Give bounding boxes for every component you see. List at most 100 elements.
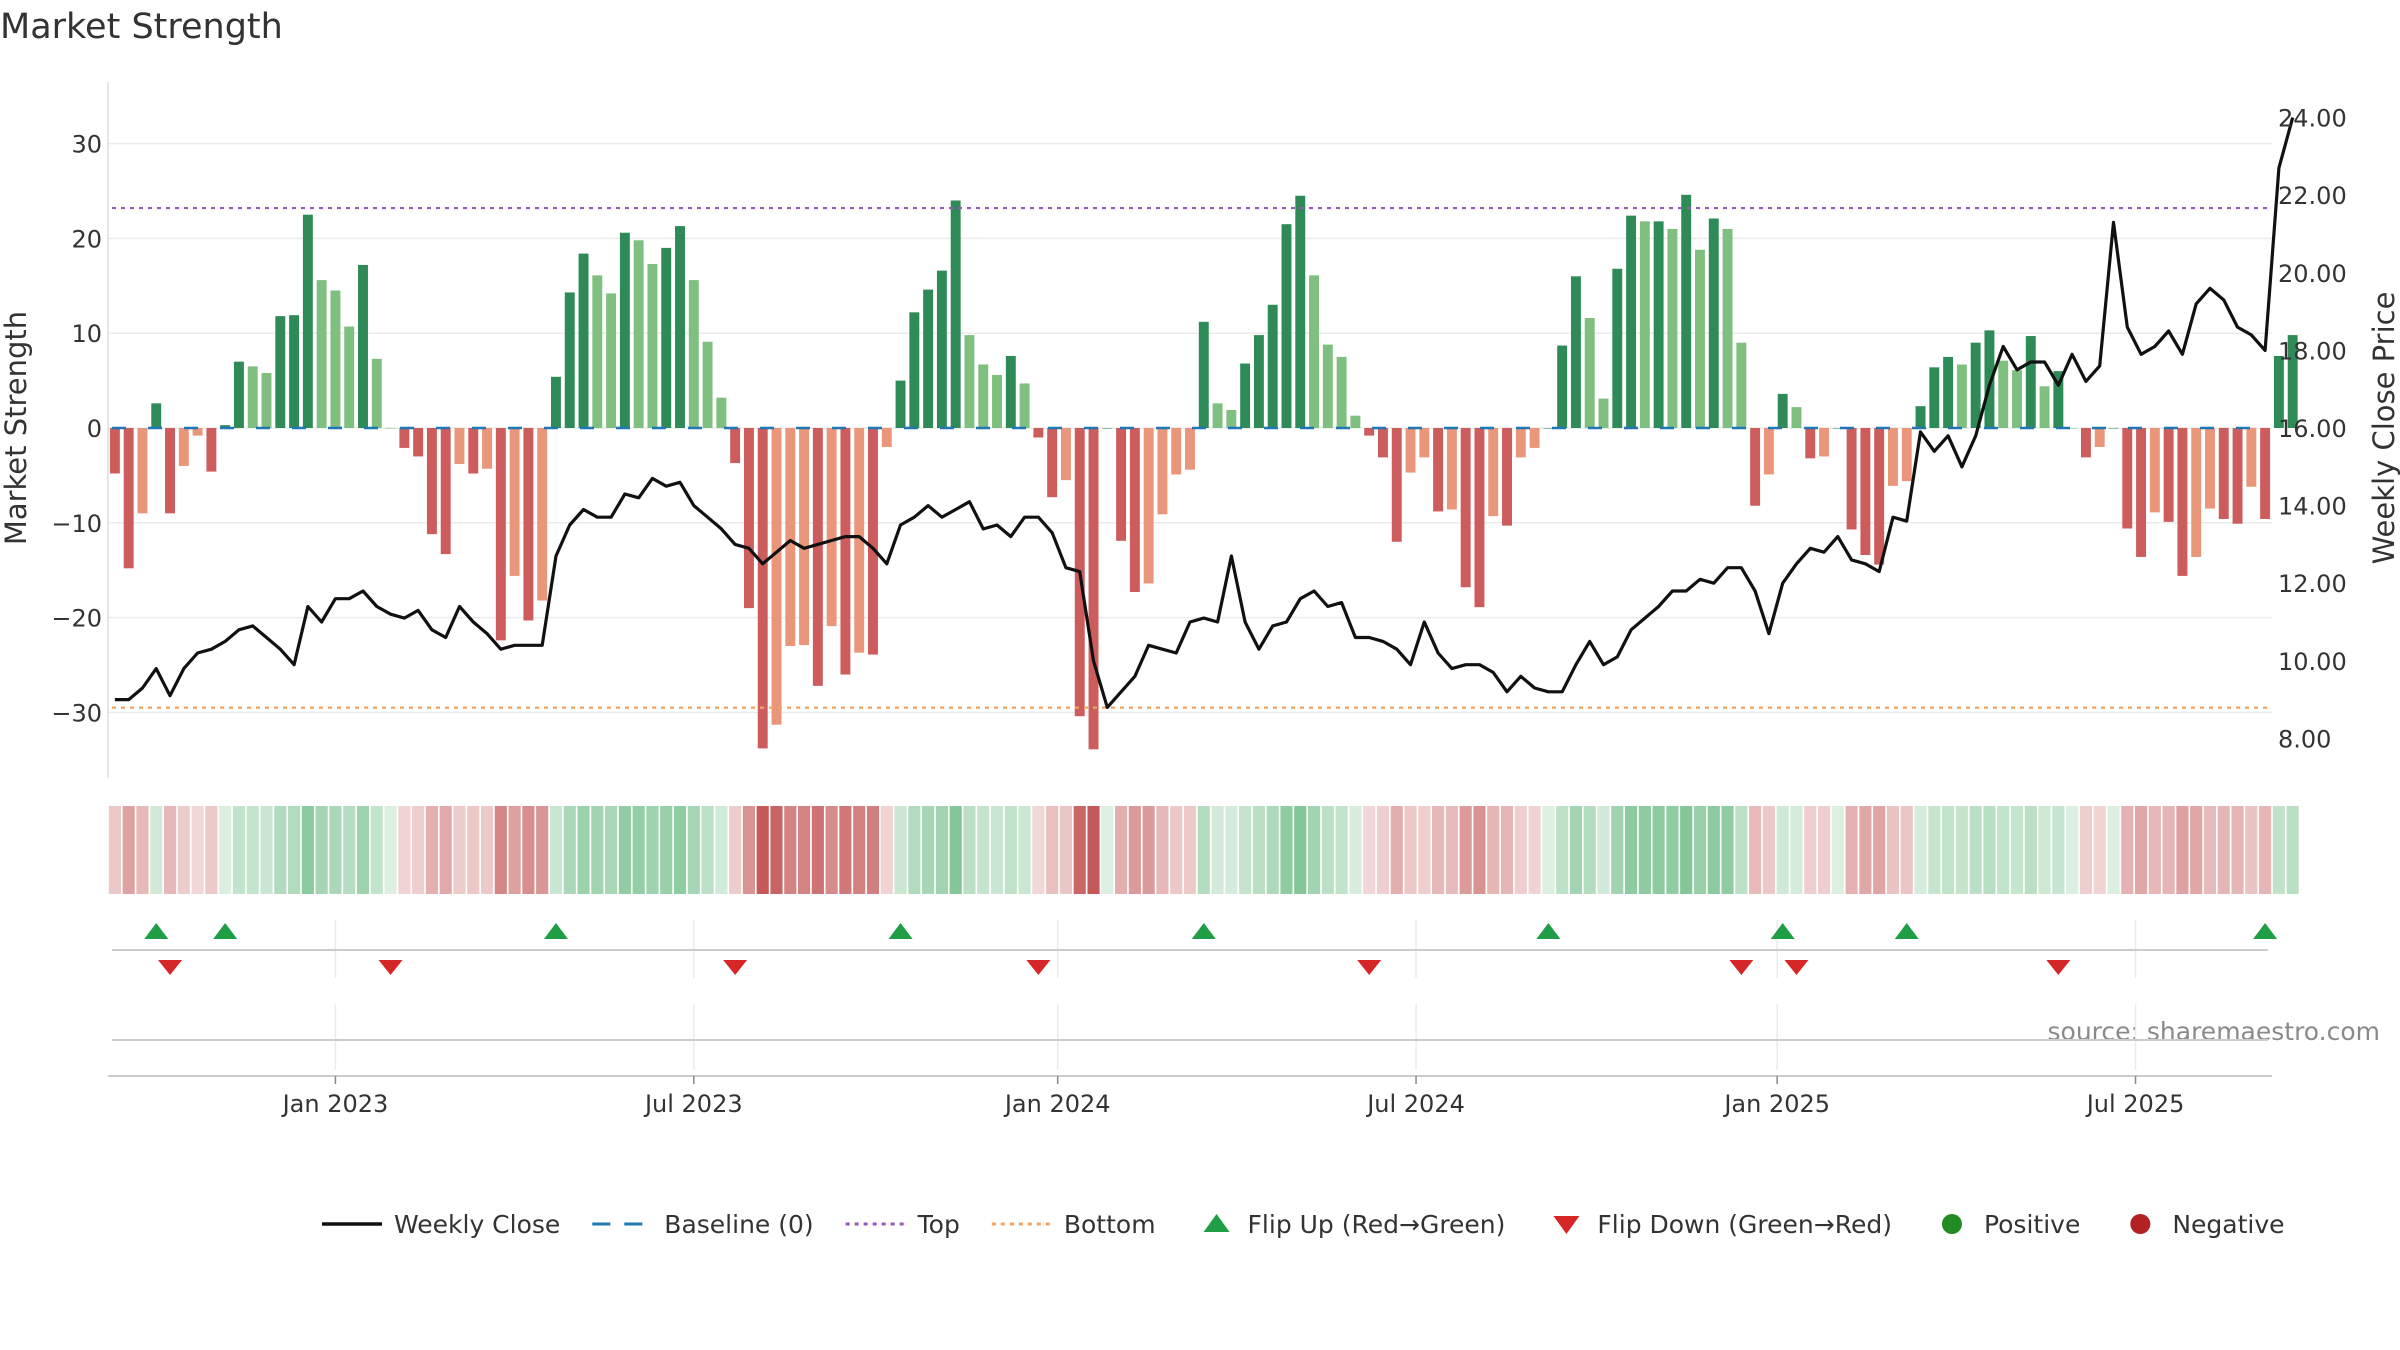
- strength-bar: [495, 428, 506, 641]
- strip-cell: [673, 806, 687, 894]
- strength-bar: [578, 253, 589, 428]
- strength-bar: [785, 428, 796, 647]
- strip-cell: [163, 806, 177, 894]
- strength-bar: [2149, 428, 2160, 513]
- strip-cell: [2203, 806, 2217, 894]
- strip-cell: [1693, 806, 1707, 894]
- strength-bar: [482, 428, 493, 469]
- strip-cell: [522, 806, 535, 894]
- strength-bar: [123, 428, 134, 569]
- strength-bar: [220, 425, 231, 428]
- strip-cell: [1556, 806, 1569, 894]
- strip-cell: [701, 806, 714, 894]
- strip-cell: [1873, 806, 1886, 894]
- strength-bar: [812, 428, 823, 686]
- strength-bar: [1929, 367, 1940, 428]
- strip-cell: [2010, 806, 2024, 894]
- x-tick-label: Jan 2025: [1722, 1090, 1830, 1118]
- flip-down-marker: [158, 960, 183, 975]
- x-tick-label: Jan 2024: [1003, 1090, 1111, 1118]
- strength-bar: [868, 428, 878, 655]
- strength-bar: [440, 428, 451, 555]
- legend-item: Negative: [2130, 1210, 2285, 1239]
- strip-cell: [618, 806, 631, 894]
- strength-bar: [1639, 221, 1650, 428]
- strength-bar: [1198, 321, 1209, 428]
- strip-cell: [715, 806, 728, 894]
- strip-cell: [356, 806, 370, 894]
- strength-bar: [2039, 386, 2050, 428]
- strength-bar: [2094, 428, 2105, 447]
- strip-cell: [150, 806, 163, 894]
- y-tick-label: −10: [51, 510, 102, 538]
- strength-bar: [992, 374, 1002, 428]
- strength-bar: [206, 428, 217, 472]
- strength-bar: [1653, 221, 1664, 428]
- strength-bar: [771, 428, 782, 725]
- strip-cell: [508, 806, 521, 894]
- strip-cell: [2038, 806, 2051, 894]
- strip-cell: [2217, 806, 2230, 894]
- strength-bar: [1267, 304, 1278, 428]
- strip-cell: [811, 806, 824, 894]
- strength-bar: [1846, 428, 1857, 530]
- strip-cell: [1101, 806, 1114, 894]
- strength-bar: [413, 428, 424, 457]
- y2-tick-label: 16.00: [2278, 415, 2347, 443]
- strength-bar: [647, 263, 658, 428]
- strip-cell: [2093, 806, 2106, 894]
- strength-bar: [1695, 249, 1705, 428]
- strength-bar: [1970, 342, 1981, 428]
- strip-cell: [2079, 806, 2092, 894]
- strength-bar: [1736, 342, 1747, 428]
- strength-bar: [978, 364, 989, 428]
- strip-cell: [2134, 806, 2148, 894]
- strength-bar: [619, 232, 630, 428]
- y2-tick-label: 8.00: [2278, 725, 2331, 753]
- strip-cell: [232, 806, 246, 894]
- strip-cell: [1197, 806, 1210, 894]
- strength-bar: [564, 292, 575, 428]
- y2-tick-label: 20.00: [2278, 260, 2347, 288]
- strength-bar: [1998, 360, 2009, 428]
- strip-cell: [301, 806, 314, 894]
- strength-bar: [1915, 406, 1926, 428]
- legend-item: Positive: [1941, 1210, 2080, 1239]
- strip-cell: [1831, 806, 1844, 894]
- strip-cell: [1073, 806, 1086, 894]
- strip-cell: [1473, 806, 1486, 894]
- strip-cell: [480, 806, 494, 894]
- strip-cell: [1721, 806, 1734, 894]
- strength-bar: [1281, 224, 1292, 428]
- strip-cell: [108, 806, 121, 894]
- strip-cell: [1749, 806, 1762, 894]
- strength-bar: [1143, 428, 1154, 584]
- legend-label: Positive: [1984, 1210, 2080, 1239]
- strength-bar: [1860, 428, 1871, 556]
- strip-cell: [1115, 806, 1128, 894]
- grid-lines: [107, 82, 2272, 1070]
- strip-cell: [1046, 806, 1059, 894]
- strip-cell: [1928, 806, 1941, 894]
- strip-cell: [219, 806, 232, 894]
- flip-down-marker: [1026, 960, 1051, 975]
- strip-cell: [2231, 806, 2244, 894]
- y-tick-label: 20: [71, 225, 102, 253]
- strip-cell: [467, 806, 480, 894]
- legend-item: Weekly Close: [322, 1210, 560, 1239]
- strip-cell: [2052, 806, 2065, 894]
- strength-bar: [757, 428, 768, 749]
- y2-tick-label: 10.00: [2278, 648, 2347, 676]
- strip-cell: [1859, 806, 1872, 894]
- strength-bar: [1832, 428, 1843, 429]
- strength-bar: [1722, 228, 1733, 428]
- strength-bar: [2205, 428, 2215, 509]
- strip-cell: [1349, 806, 1362, 894]
- strength-bar: [1584, 318, 1595, 428]
- strip-cell: [2176, 806, 2189, 894]
- legend-label: Baseline (0): [664, 1210, 813, 1239]
- strip-cell: [1376, 806, 1390, 894]
- strip-cell: [1363, 806, 1376, 894]
- strength-bar: [178, 428, 189, 466]
